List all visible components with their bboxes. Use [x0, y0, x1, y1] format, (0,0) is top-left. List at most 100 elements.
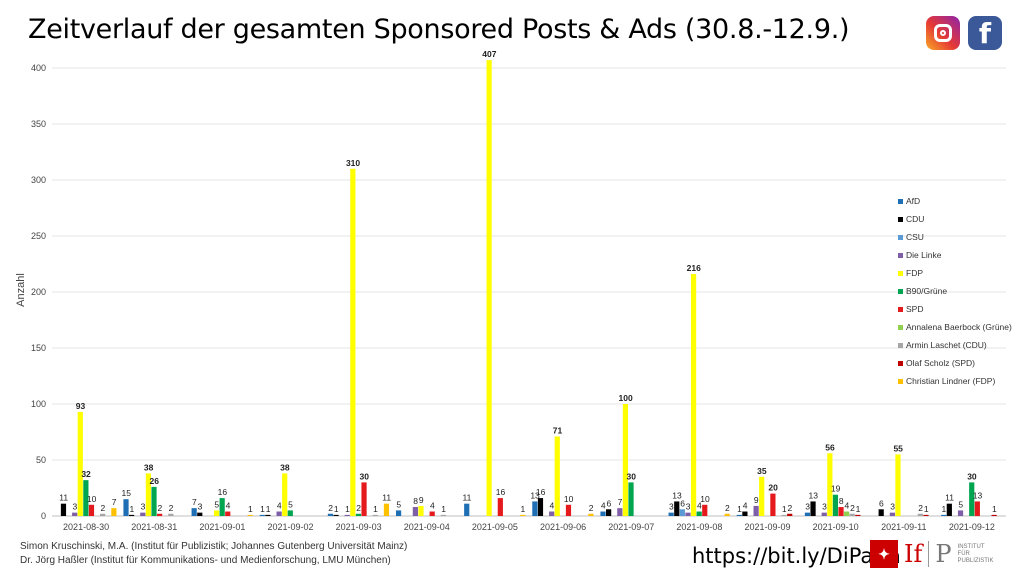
data-label: 1 [248, 504, 253, 514]
bar [821, 512, 827, 516]
bar [464, 503, 470, 516]
bar [617, 508, 623, 516]
bar [265, 514, 271, 516]
bar [327, 513, 334, 516]
bar [787, 513, 793, 516]
chart-axes: 0 50 100 150 200 250 300 350 400 2021-08-30 2021-0… [31, 63, 995, 532]
data-label: 16 [536, 487, 546, 497]
footer-credits: Simon Kruschinski, M.A. (Institut für Pu… [20, 540, 407, 568]
data-label: 1 [521, 504, 526, 514]
bar [781, 514, 787, 516]
legend-entry: B90/Grüne [906, 286, 947, 296]
y-tick-label: 400 [31, 63, 46, 73]
legend-entry: Annalena Baerbock (Grüne) [906, 322, 1012, 332]
bar [696, 511, 702, 516]
data-label: 56 [825, 442, 835, 452]
legend-swatch [898, 271, 903, 276]
x-tick-label: 2021-08-30 [63, 522, 109, 532]
footer-url[interactable]: https://bit.ly/DiPaCa [692, 544, 901, 568]
y-tick-label: 250 [31, 231, 46, 241]
data-label: 1 [737, 504, 742, 514]
legend-entry: CDU [906, 214, 924, 224]
data-label: 6 [606, 498, 611, 508]
data-label: 3 [822, 502, 827, 512]
bar [383, 503, 390, 516]
bar [418, 505, 424, 516]
bar [100, 513, 106, 516]
bar [991, 514, 997, 516]
data-label: 1 [266, 504, 271, 514]
chart-title: Zeitverlauf der gesamten Sponsored Posts… [28, 14, 850, 45]
y-tick-label: 150 [31, 343, 46, 353]
bar [60, 503, 67, 516]
data-label: 19 [831, 484, 841, 494]
data-label: 5 [214, 499, 219, 509]
data-label: 8 [413, 496, 418, 506]
bar [622, 404, 629, 516]
bar [753, 505, 759, 516]
data-label: 3 [669, 502, 674, 512]
data-label: 2 [788, 503, 793, 513]
bar [344, 514, 350, 516]
bar [838, 507, 844, 516]
chart-grid [52, 67, 1006, 517]
x-tick-label: 2021-09-08 [676, 522, 722, 532]
bar [889, 512, 895, 516]
bar [88, 504, 95, 516]
data-label: 35 [757, 466, 767, 476]
bar [72, 512, 78, 516]
bar [219, 498, 225, 516]
bar [520, 514, 526, 516]
bar [282, 473, 288, 516]
data-label: 3 [73, 502, 78, 512]
bar [606, 509, 612, 516]
bar [724, 513, 730, 516]
data-label: 11 [945, 493, 954, 503]
bar [742, 511, 748, 516]
data-label: 2 [101, 503, 106, 513]
bar [974, 501, 980, 516]
bar [111, 508, 117, 516]
data-label: 38 [280, 462, 290, 472]
bar [827, 453, 833, 516]
data-label: 13 [973, 490, 983, 500]
bar [77, 411, 83, 516]
data-label: 11 [463, 493, 472, 503]
data-label: 93 [76, 401, 86, 411]
bar [759, 476, 765, 516]
data-label: 1 [942, 504, 947, 514]
data-label: 26 [149, 476, 159, 486]
ifp-text: INSTITUT FÜR PUBLIZISTIK [957, 543, 994, 564]
social-logos: f [926, 16, 1002, 50]
data-label: 16 [496, 487, 506, 497]
data-label: 11 [382, 493, 391, 503]
legend-swatch [898, 343, 903, 348]
data-label: 1 [260, 504, 265, 514]
y-tick-label: 0 [41, 511, 46, 521]
bar [350, 168, 356, 517]
bar [361, 482, 367, 516]
bar [429, 511, 435, 516]
legend-swatch [898, 307, 903, 312]
bar [668, 512, 674, 516]
bar [770, 493, 776, 516]
seal-icon: ✦ [870, 540, 898, 568]
data-label: 4 [430, 501, 435, 511]
data-label: 71 [553, 425, 563, 435]
x-tick-label: 2021-09-05 [472, 522, 518, 532]
data-label: 10 [700, 494, 710, 504]
legend-entry: SPD [906, 304, 923, 314]
bar [923, 514, 929, 516]
bar [736, 514, 742, 516]
data-label: 15 [121, 488, 131, 498]
data-label: 407 [482, 49, 496, 59]
y-tick-label: 50 [36, 455, 46, 465]
data-label: 10 [564, 494, 574, 504]
legend-swatch [898, 235, 903, 240]
x-tick-label: 2021-09-11 [881, 522, 926, 532]
data-label: 2 [157, 503, 162, 513]
bar [679, 509, 685, 516]
legend-entry: CSU [906, 232, 924, 242]
bar [895, 454, 901, 516]
x-tick-label: 2021-09-04 [404, 522, 450, 532]
